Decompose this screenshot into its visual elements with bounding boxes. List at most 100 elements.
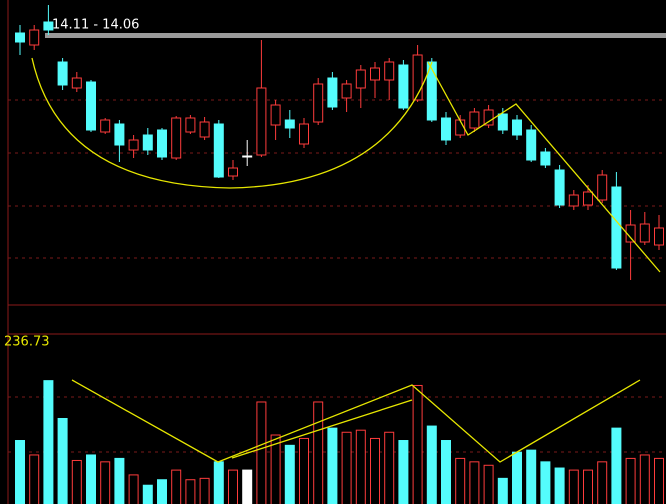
candle-body [625,224,636,243]
candle-body [213,123,224,178]
candle-body [654,227,664,246]
candle-body [15,32,25,43]
candle-body [554,169,565,206]
volume-bar [355,429,366,504]
candle-body [185,117,196,133]
volume-bar [412,384,423,504]
volume-bar [568,469,579,504]
candle-body [114,123,125,146]
volume-bar [497,477,508,504]
candle-body [270,104,281,126]
volume-bar [100,461,111,504]
drawing-tools [31,57,661,463]
volume-bar [327,427,338,504]
volume-bar [284,444,295,504]
candle-body [100,119,111,133]
candle-body [299,123,309,145]
volume-bar [171,469,182,504]
volume-bar [228,469,238,504]
volume-bar [554,467,565,504]
volume-bar [142,484,153,504]
volume-bar [242,469,253,504]
candle-body [469,111,480,129]
volume-bar [57,417,68,504]
candle-body [611,186,622,269]
volume-bar [270,434,281,504]
candle-body [355,69,366,89]
volume-bar [540,461,551,504]
candle-body [228,167,238,177]
volume-bar [256,401,267,504]
volume-bar [313,401,324,504]
trend-line [427,61,661,273]
volume-bar [639,454,650,504]
volume-bar [341,431,352,504]
volume-bar [43,380,54,504]
candle-body [483,109,494,126]
candle-body [199,121,210,138]
volume-bar [128,474,139,504]
candle-body [639,223,650,243]
volume-bar [512,451,522,504]
candle-body [597,174,608,201]
volume-trend-line [231,399,413,459]
volume-bar [483,464,494,504]
volume-bar [597,461,608,504]
candle-body [71,77,82,89]
volume-bar [29,454,40,504]
volume-bar [114,457,125,504]
volume-bar [398,440,409,504]
volume-bar [86,454,96,504]
volume-bar [213,461,224,504]
candle-body [57,61,68,86]
candle-body [341,83,352,99]
candle-body [412,54,423,101]
volume-bar [526,449,537,504]
candle-body [497,113,508,131]
volume-bar [71,459,82,504]
candle-body [441,117,451,141]
candle-body [128,139,139,151]
candle-body [157,129,167,158]
volume-bar [199,477,210,504]
volume-bar [455,457,466,504]
volume-bar [625,457,636,504]
candle-body [284,119,295,129]
candle-body [142,134,153,151]
volume-bar [611,427,622,504]
volume-trend-line [71,379,641,463]
candle-body [43,21,54,31]
candle-body [256,87,267,156]
candle-body [568,194,579,207]
candle-body [398,64,409,109]
candle-body [327,77,338,108]
marks [15,5,664,504]
candle-body [29,29,40,46]
volume-bar [299,437,309,504]
candle-body [384,61,395,81]
volume-bar [469,461,480,504]
volume-bar [426,425,437,504]
volume-annotation: 236.73 [4,335,50,350]
volume-bar [15,440,25,504]
candle-body [370,67,380,81]
candle-body [86,81,96,131]
volume-bar [654,457,664,504]
volume-bar [370,437,380,504]
cup-curve [31,57,433,189]
candle-body [313,83,324,123]
price-annotation: 14.11 - 14.06 [52,18,139,33]
volume-bar [157,479,167,504]
candle-body [526,129,537,161]
candle-body [583,191,593,206]
volume-bar [185,479,196,504]
candle-body [540,151,551,166]
candle-body [171,117,182,159]
volume-bar [384,431,395,504]
volume-bar [583,469,593,504]
price-band [45,33,666,38]
volume-bar [441,440,451,504]
candle-body [512,119,522,136]
candle-body [242,155,253,158]
